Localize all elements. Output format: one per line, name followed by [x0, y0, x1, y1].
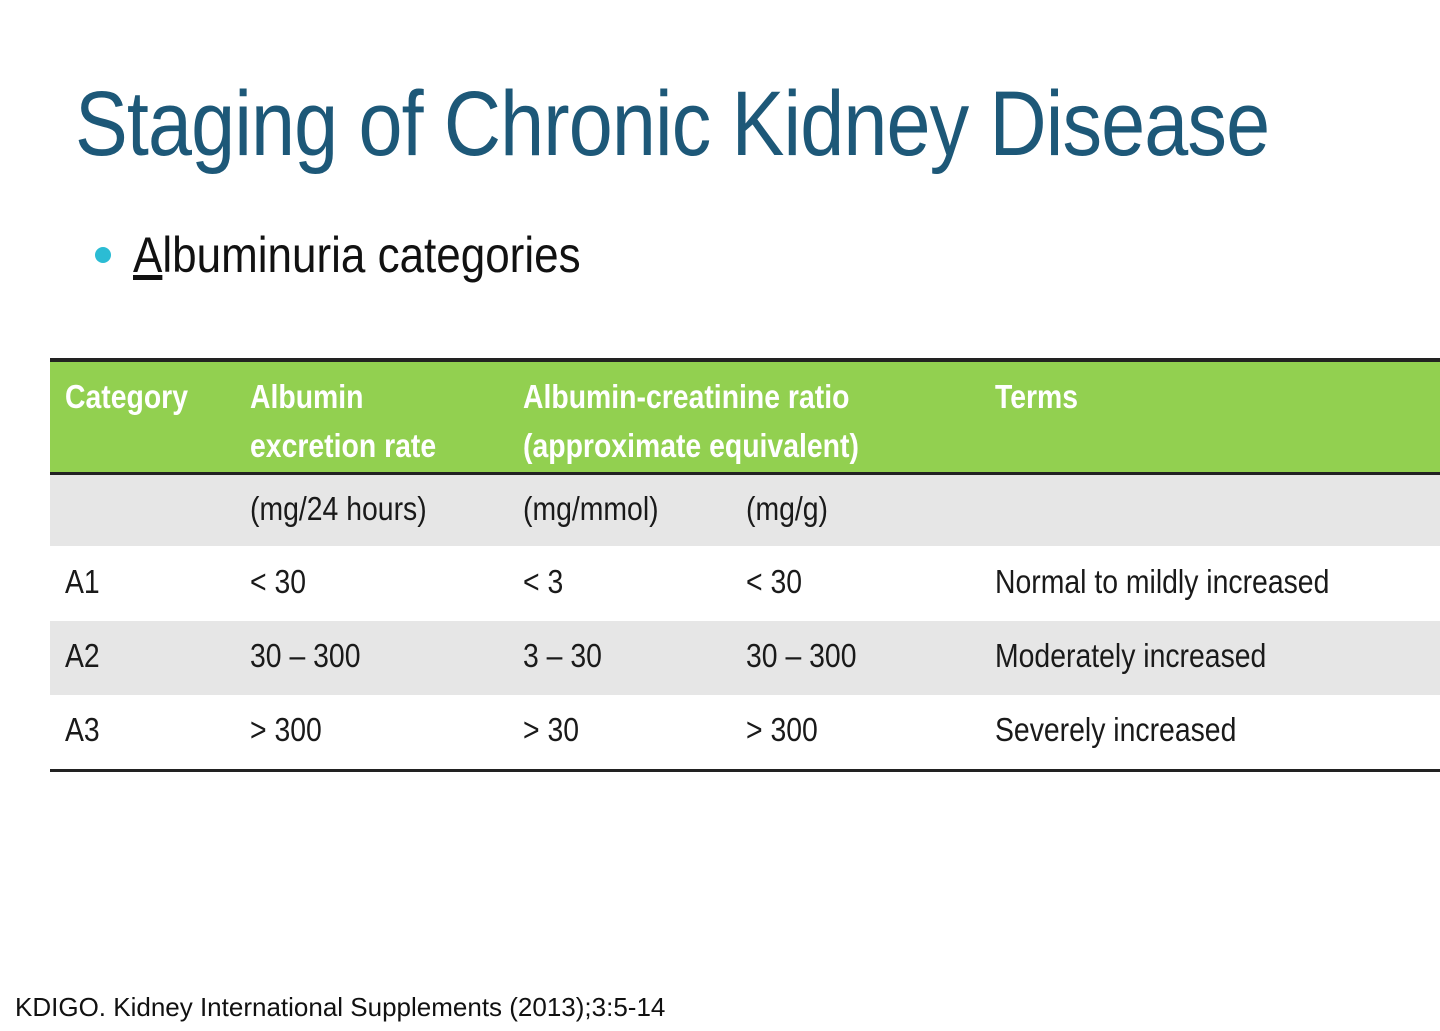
header-cell: Albumin excretion rate [250, 378, 437, 464]
table-cell: < 3 [523, 563, 564, 600]
table-cell: > 30 [523, 711, 580, 748]
slide-title: Staging of Chronic Kidney Disease [75, 73, 1270, 175]
table-cell: 30 – 300 [746, 637, 857, 674]
header-cell: Category [65, 378, 189, 415]
table-header-band [50, 362, 1440, 472]
row-band [50, 621, 1440, 695]
table-cell: 30 – 300 [250, 637, 361, 674]
unit-cell: (mg/24 hours) [250, 490, 427, 527]
table-cell: Severely increased [995, 711, 1237, 748]
table-cell: 3 – 30 [523, 637, 602, 674]
table-cell: A3 [65, 711, 100, 748]
table-cell: Normal to mildly increased [995, 563, 1330, 600]
unit-cell: (mg/g) [746, 490, 828, 527]
table-bottom-rule [50, 769, 1440, 772]
header-cell: Albumin-creatinine ratio (approximate eq… [523, 378, 859, 464]
table-top-rule [50, 358, 1440, 362]
table-cell: A2 [65, 637, 100, 674]
unit-cell: (mg/mmol) [523, 490, 659, 527]
table-cell: > 300 [250, 711, 322, 748]
table-cell: Moderately increased [995, 637, 1267, 674]
source-note: KDIGO. Kidney International Supplements … [15, 992, 666, 1022]
table-cell: < 30 [746, 563, 803, 600]
bullet-dot [95, 247, 111, 263]
bullet-text: Albuminuria categories [133, 227, 581, 283]
header-rule [50, 472, 1440, 475]
units-band [50, 475, 1440, 546]
table-cell: A1 [65, 563, 100, 600]
header-cell: Terms [995, 378, 1079, 415]
table-cell: > 300 [746, 711, 818, 748]
table-cell: < 30 [250, 563, 307, 600]
